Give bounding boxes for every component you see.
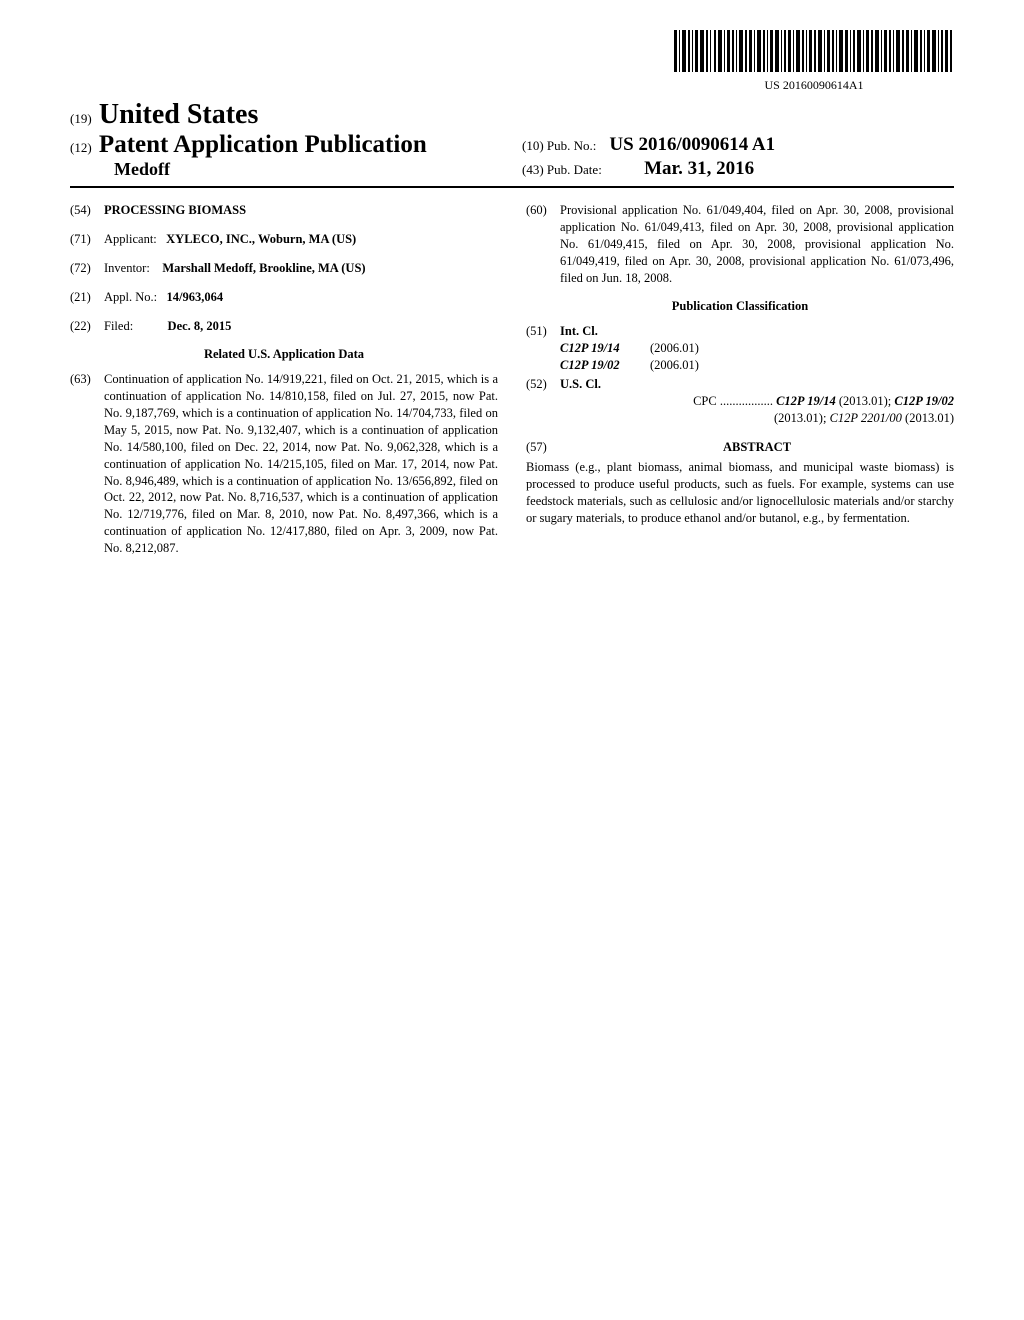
field-54-num: (54) [70, 202, 104, 219]
int-cl-date-0: (2006.01) [650, 340, 954, 357]
appl-no-value: 14/963,064 [167, 290, 224, 304]
field-60-num: (60) [526, 202, 560, 286]
cpc-code-3: (2013.01); [774, 411, 830, 425]
header-row: (19) United States (12) Patent Applicati… [70, 99, 954, 188]
applicant-value: XYLECO, INC., Woburn, MA (US) [166, 232, 356, 246]
abstract-text: Biomass (e.g., plant biomass, animal bio… [526, 459, 954, 527]
field-72-num: (72) [70, 260, 104, 277]
cpc-dots: ................. [720, 394, 773, 408]
cpc-code-1b: (2013.01); [836, 394, 895, 408]
cpc-code-2: C12P 19/02 [894, 394, 954, 408]
invention-title: PROCESSING BIOMASS [104, 202, 498, 219]
int-cl-code-1: C12P 19/02 [560, 357, 650, 374]
barcode-icon [674, 30, 954, 72]
field-21-num: (21) [70, 289, 104, 306]
pub-date-value: Mar. 31, 2016 [644, 158, 754, 179]
label-10: (10) [522, 138, 544, 153]
left-column: (54) PROCESSING BIOMASS (71) Applicant: … [70, 202, 498, 569]
int-cl-date-1: (2006.01) [650, 357, 954, 374]
pub-no-label: Pub. No.: [547, 138, 596, 153]
applicant-label: Applicant: [104, 232, 157, 246]
provisional-text: Provisional application No. 61/049,404, … [560, 202, 954, 286]
doc-type-title: Patent Application Publication [99, 131, 427, 158]
us-cl-label: U.S. Cl. [560, 376, 954, 393]
field-52-num: (52) [526, 376, 560, 427]
field-51-num: (51) [526, 323, 560, 374]
pub-class-heading: Publication Classification [526, 298, 954, 315]
filed-label: Filed: [104, 319, 133, 333]
barcode-text: US 20160090614A1 [674, 78, 954, 93]
inventor-value: Marshall Medoff, Brookline, MA (US) [162, 261, 365, 275]
appl-no-label: Appl. No.: [104, 290, 157, 304]
abstract-heading: ABSTRACT [723, 440, 791, 454]
field-71-num: (71) [70, 231, 104, 248]
related-heading: Related U.S. Application Data [70, 346, 498, 363]
label-12: (12) [70, 140, 92, 155]
pub-no-value: US 2016/0090614 A1 [609, 134, 775, 155]
right-column: (60) Provisional application No. 61/049,… [526, 202, 954, 569]
filed-value: Dec. 8, 2015 [168, 319, 232, 333]
label-43: (43) [522, 162, 544, 177]
cpc-code-4: C12P 2201/00 [830, 411, 902, 425]
pub-date-label: Pub. Date: [547, 162, 602, 177]
cpc-code-1: C12P 19/14 [776, 394, 836, 408]
int-cl-code-0: C12P 19/14 [560, 340, 650, 357]
barcode-block: US 20160090614A1 [674, 30, 954, 93]
cpc-label: CPC [693, 394, 717, 408]
int-cl-label: Int. Cl. [560, 323, 954, 340]
cpc-code-5: (2013.01) [902, 411, 954, 425]
country-title: United States [99, 99, 258, 130]
author-name: Medoff [70, 159, 502, 180]
inventor-label: Inventor: [104, 261, 150, 275]
field-57-num: (57) [526, 439, 560, 456]
label-19: (19) [70, 111, 92, 126]
field-63-num: (63) [70, 371, 104, 557]
continuation-text: Continuation of application No. 14/919,2… [104, 371, 498, 557]
field-22-num: (22) [70, 318, 104, 335]
